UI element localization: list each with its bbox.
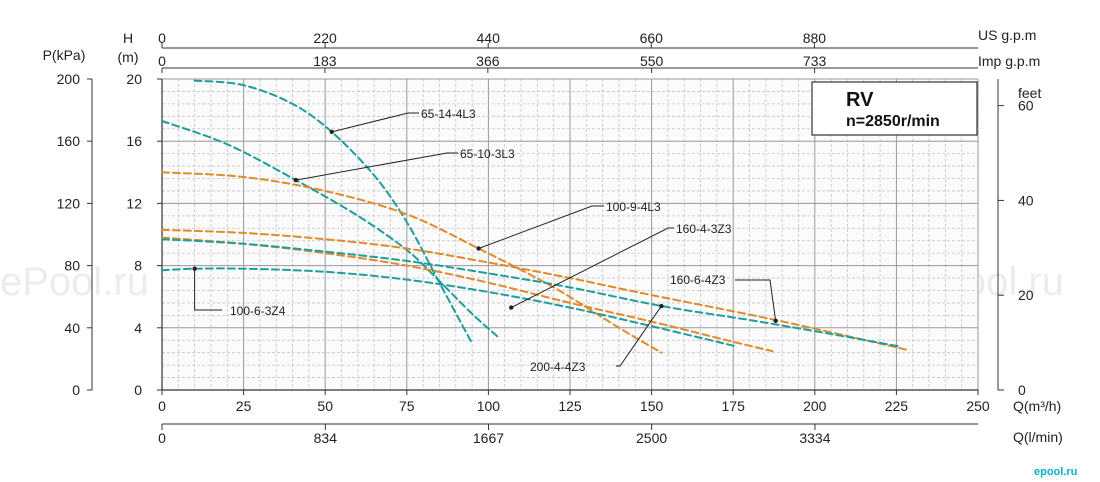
h-tick-label: 4 xyxy=(134,320,142,336)
x-tick-label: 175 xyxy=(722,398,746,414)
usgpm-tick-label: 660 xyxy=(640,30,664,46)
h-tick-label: 0 xyxy=(134,382,142,398)
ft-tick-label: 60 xyxy=(1018,98,1034,114)
lmin-axis-title: Q(l/min) xyxy=(1013,429,1063,445)
lmin-tick-label: 2500 xyxy=(636,430,667,446)
p-tick-label: 80 xyxy=(64,258,80,274)
callout-line xyxy=(735,279,777,321)
callout-label: 65-14-4L3 xyxy=(421,107,476,121)
callout-dot xyxy=(329,129,334,135)
impgpm-tick-label: 0 xyxy=(158,53,166,69)
impgpm-tick-label: 550 xyxy=(640,53,664,69)
callout-line xyxy=(295,152,458,181)
h-tick-label: 16 xyxy=(126,133,142,149)
x-tick-label: 200 xyxy=(803,398,827,414)
p-tick-label: 120 xyxy=(57,195,81,211)
p-axis-title: P(kPa) xyxy=(43,47,86,63)
callout-label: 100-9-4L3 xyxy=(606,200,661,214)
usgpm-tick-label: 880 xyxy=(803,30,827,46)
info-box-speed: n=2850r/min xyxy=(846,113,940,130)
h-axis-unit: (m) xyxy=(118,49,139,65)
usgpm-tick-label: 220 xyxy=(313,30,337,46)
h-tick-label: 12 xyxy=(126,195,142,211)
callout-label: 100-6-3Z4 xyxy=(230,304,286,318)
usgpm-axis-title: US g.p.m xyxy=(978,27,1036,43)
impgpm-tick-label: 183 xyxy=(313,53,337,69)
h-tick-label: 20 xyxy=(126,71,142,87)
curve-65-10-3l3 xyxy=(161,120,500,339)
h-axis-title: H xyxy=(123,30,133,46)
callout-dot xyxy=(293,177,299,183)
impgpm-axis-title: Imp g.p.m xyxy=(978,53,1040,69)
callout-label: 200-4-4Z3 xyxy=(530,360,586,374)
x-axis-title: Q(m³/h) xyxy=(1013,398,1061,414)
lmin-tick-label: 0 xyxy=(158,430,166,446)
x-tick-label: 250 xyxy=(966,398,990,414)
callout-line xyxy=(194,268,222,311)
callout-line xyxy=(331,112,419,133)
usgpm-tick-label: 440 xyxy=(477,30,501,46)
x-tick-label: 125 xyxy=(558,398,582,414)
x-tick-label: 75 xyxy=(399,398,415,414)
x-tick-label: 225 xyxy=(885,398,909,414)
impgpm-tick-label: 366 xyxy=(476,53,500,69)
curve-200-4-4z3 xyxy=(161,238,901,348)
x-tick-label: 100 xyxy=(477,398,501,414)
callout-dot xyxy=(192,266,197,271)
callout-label: 160-4-3Z3 xyxy=(676,222,732,236)
x-tick-label: 0 xyxy=(158,398,166,414)
ft-tick-label: 20 xyxy=(1018,287,1034,303)
p-tick-label: 0 xyxy=(72,382,80,398)
callout-line xyxy=(616,305,662,367)
watermark-text: ePool.ru xyxy=(0,260,149,304)
lmin-tick-label: 1667 xyxy=(473,430,504,446)
callout-line xyxy=(478,205,604,249)
h-tick-label: 8 xyxy=(134,258,142,274)
curve-160-6-4z3 xyxy=(161,228,908,351)
impgpm-tick-label: 733 xyxy=(803,53,827,69)
ft-tick-label: 0 xyxy=(1018,382,1026,398)
x-tick-label: 50 xyxy=(317,398,333,414)
callout-label: 65-10-3L3 xyxy=(460,147,515,161)
logo-text: epool.ru xyxy=(1034,466,1077,478)
ft-axis-title: feet xyxy=(1018,85,1041,101)
x-tick-label: 25 xyxy=(236,398,252,414)
curve-100-9-4l3 xyxy=(161,171,663,354)
curve-65-14-4l3 xyxy=(193,79,474,345)
lmin-tick-label: 834 xyxy=(314,430,338,446)
usgpm-tick-label: 0 xyxy=(158,30,166,46)
info-box-title: RV xyxy=(846,89,874,111)
p-tick-label: 200 xyxy=(57,71,81,87)
x-tick-label: 150 xyxy=(640,398,664,414)
p-tick-label: 40 xyxy=(64,320,80,336)
p-tick-label: 160 xyxy=(57,133,81,149)
callout-dot xyxy=(476,246,481,251)
callout-label: 160-6-4Z3 xyxy=(670,273,726,287)
info-box xyxy=(811,81,978,136)
curve-100-6-3z4 xyxy=(161,267,738,348)
callout-line xyxy=(511,227,674,309)
ft-tick-label: 40 xyxy=(1018,192,1034,208)
lmin-tick-label: 3334 xyxy=(799,430,830,446)
